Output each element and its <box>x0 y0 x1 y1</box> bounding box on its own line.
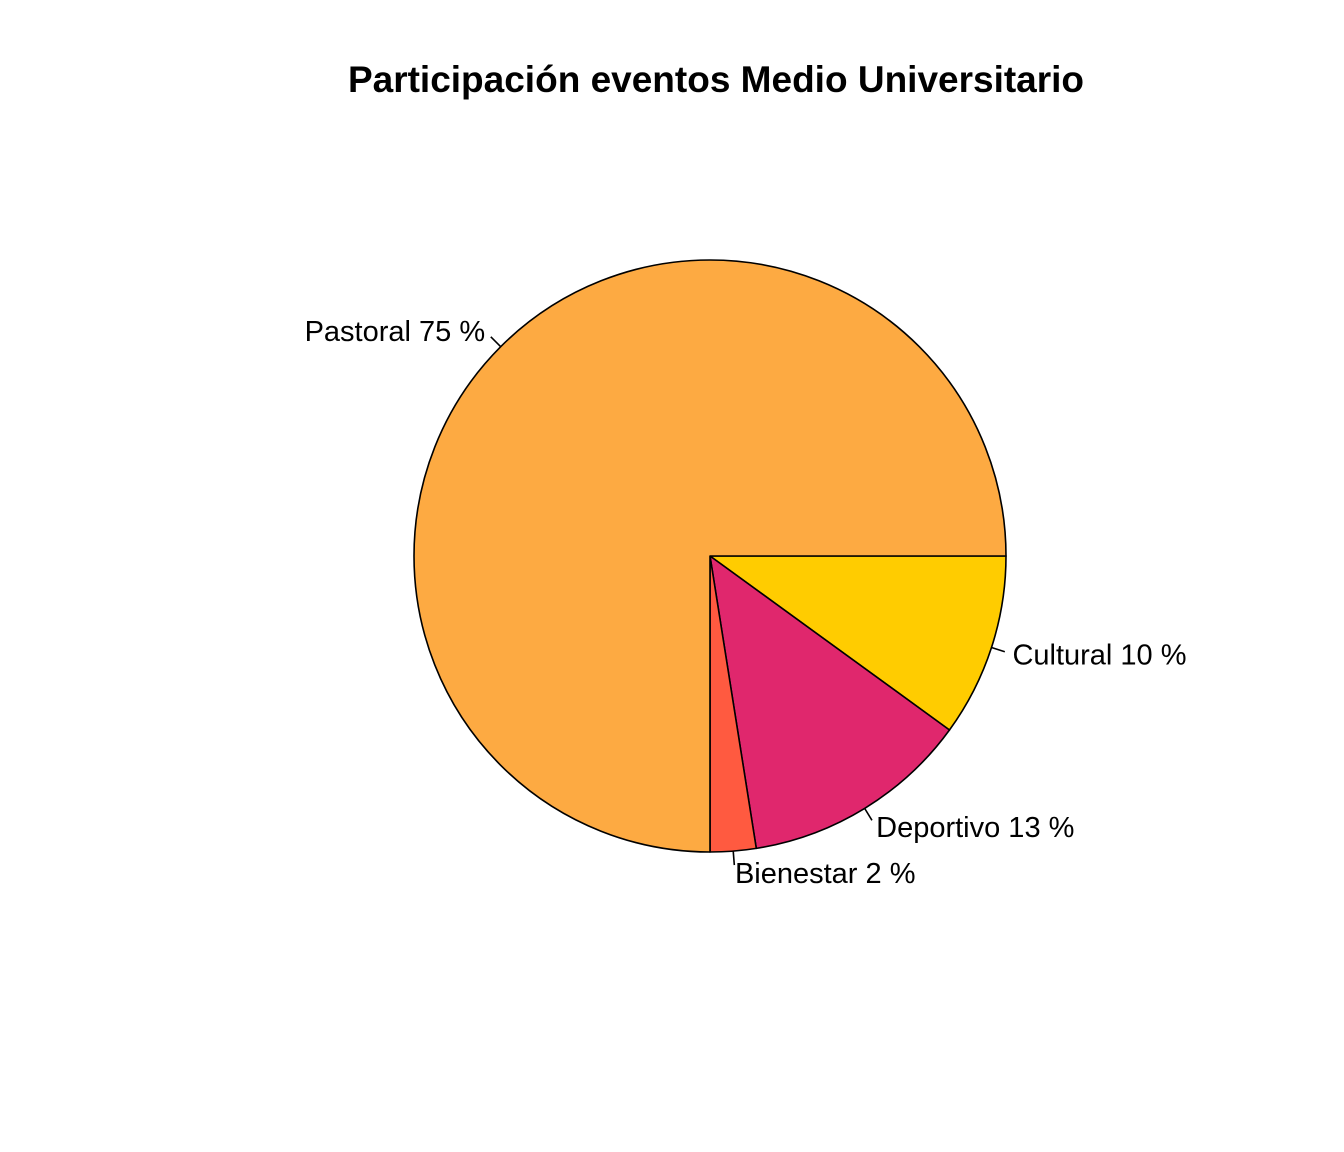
leader-line-cultural <box>991 646 1006 653</box>
slice-label-deportivo: Deportivo 13 % <box>876 812 1074 844</box>
chart-title: Participación eventos Medio Universitari… <box>348 59 1084 100</box>
slice-label-cultural: Cultural 10 % <box>1012 639 1186 671</box>
pie-labels: Cultural 10 % Deportivo 13 % Bienestar 2 %… <box>305 316 1187 890</box>
pie-slices <box>413 259 1007 853</box>
pie-slice-deportivo <box>709 555 951 850</box>
leader-line-deportivo <box>863 807 873 821</box>
leader-line-bienestar <box>732 851 736 866</box>
slice-label-bienestar: Bienestar 2 % <box>735 858 916 890</box>
leader-line-pastoral <box>490 336 502 348</box>
slice-label-pastoral: Pastoral 75 % <box>305 316 486 348</box>
pie-slice-cultural <box>709 555 1007 731</box>
